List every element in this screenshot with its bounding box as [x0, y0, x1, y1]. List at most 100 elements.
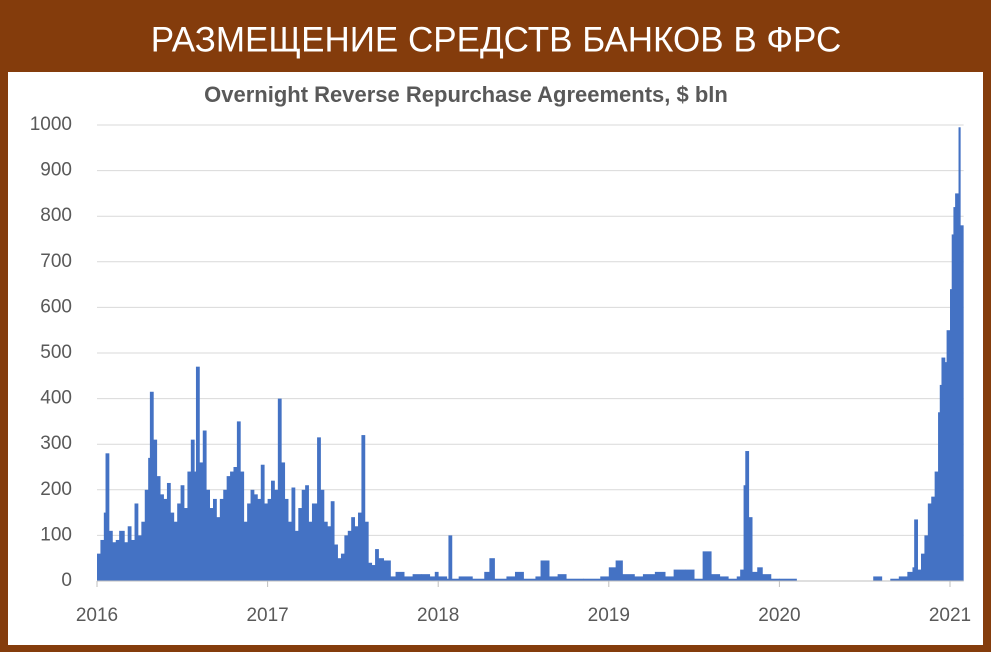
bar: [103, 512, 106, 581]
bar: [371, 565, 376, 581]
bar: [351, 517, 356, 581]
bar: [535, 576, 541, 581]
bar: [347, 530, 352, 581]
bar: [97, 553, 101, 581]
bar: [354, 526, 359, 581]
bar: [950, 289, 953, 581]
bar: [446, 578, 449, 581]
bar: [743, 485, 746, 581]
bar: [907, 571, 913, 581]
bar: [665, 576, 675, 581]
bar: [199, 462, 204, 581]
bar: [260, 464, 265, 581]
x-tick-label: 2018: [417, 605, 459, 626]
bar: [358, 512, 362, 581]
bar: [953, 207, 956, 581]
bar: [277, 398, 282, 581]
bar: [719, 576, 729, 581]
bar: [757, 567, 763, 581]
bar: [219, 498, 224, 581]
bar: [311, 503, 318, 581]
bar: [216, 517, 221, 581]
bar: [458, 576, 473, 581]
bar: [934, 471, 939, 581]
bar: [484, 571, 490, 581]
bar: [180, 485, 185, 581]
bar: [281, 462, 286, 581]
y-tick-label: 500: [40, 342, 72, 363]
bar: [144, 489, 149, 581]
bar: [434, 571, 439, 581]
bar: [873, 576, 883, 581]
bar: [202, 430, 207, 581]
bar: [250, 489, 255, 581]
y-tick-label: 300: [40, 433, 72, 454]
x-tick-label: 2019: [588, 605, 630, 626]
bar: [566, 578, 584, 581]
bar: [421, 574, 431, 581]
bar: [654, 571, 666, 581]
y-tick-label: 200: [40, 479, 72, 500]
bar: [288, 521, 292, 581]
bar: [673, 569, 686, 581]
bar: [523, 578, 536, 581]
bar: [583, 578, 601, 581]
y-tick-label: 600: [40, 296, 72, 317]
bar: [748, 517, 753, 581]
bar: [608, 567, 617, 581]
bar: [711, 574, 721, 581]
bar: [190, 439, 195, 581]
bar: [153, 439, 158, 581]
x-tick-label: 2017: [246, 605, 288, 626]
bar: [195, 366, 200, 581]
bar: [294, 530, 299, 581]
bar: [334, 544, 338, 581]
bar: [924, 535, 929, 581]
bar: [622, 574, 635, 581]
y-tick-label: 800: [40, 205, 72, 226]
bar: [141, 521, 146, 581]
bar: [257, 498, 262, 581]
bar: [549, 576, 559, 581]
bar: [770, 578, 780, 581]
bar: [308, 521, 313, 581]
bar: [472, 578, 485, 581]
bar: [305, 485, 309, 581]
bar: [206, 489, 210, 581]
chart-title: Overnight Reverse Repurchase Agreements,…: [204, 82, 728, 107]
x-tick-label: 2016: [76, 605, 118, 626]
bar: [944, 362, 947, 581]
bar: [240, 471, 245, 581]
bar: [100, 539, 105, 581]
bar: [939, 384, 942, 581]
bar: [931, 496, 936, 581]
bar: [320, 489, 325, 581]
bar: [119, 530, 125, 581]
bar: [247, 503, 251, 581]
bar: [317, 437, 321, 581]
y-tick-label: 900: [40, 160, 72, 181]
bar: [364, 521, 369, 581]
bar: [230, 471, 234, 581]
bar: [378, 558, 385, 581]
bar: [890, 578, 900, 581]
bar: [156, 476, 161, 581]
bar: [340, 553, 345, 581]
bar: [395, 571, 405, 581]
y-tick-label: 400: [40, 388, 72, 409]
bar: [298, 508, 303, 581]
bar: [226, 476, 231, 581]
bar: [728, 578, 738, 581]
bar: [233, 467, 238, 581]
header-title: РАЗМЕЩЕНИЕ СРЕДСТВ БАНКОВ В ФРС: [151, 20, 842, 59]
bar: [375, 549, 379, 581]
bar: [745, 451, 750, 581]
bar: [105, 453, 110, 581]
bar: [127, 526, 132, 581]
bar: [448, 535, 453, 581]
bar: [115, 539, 120, 581]
bar: [291, 487, 296, 581]
bar: [361, 435, 366, 581]
bar: [951, 234, 954, 581]
